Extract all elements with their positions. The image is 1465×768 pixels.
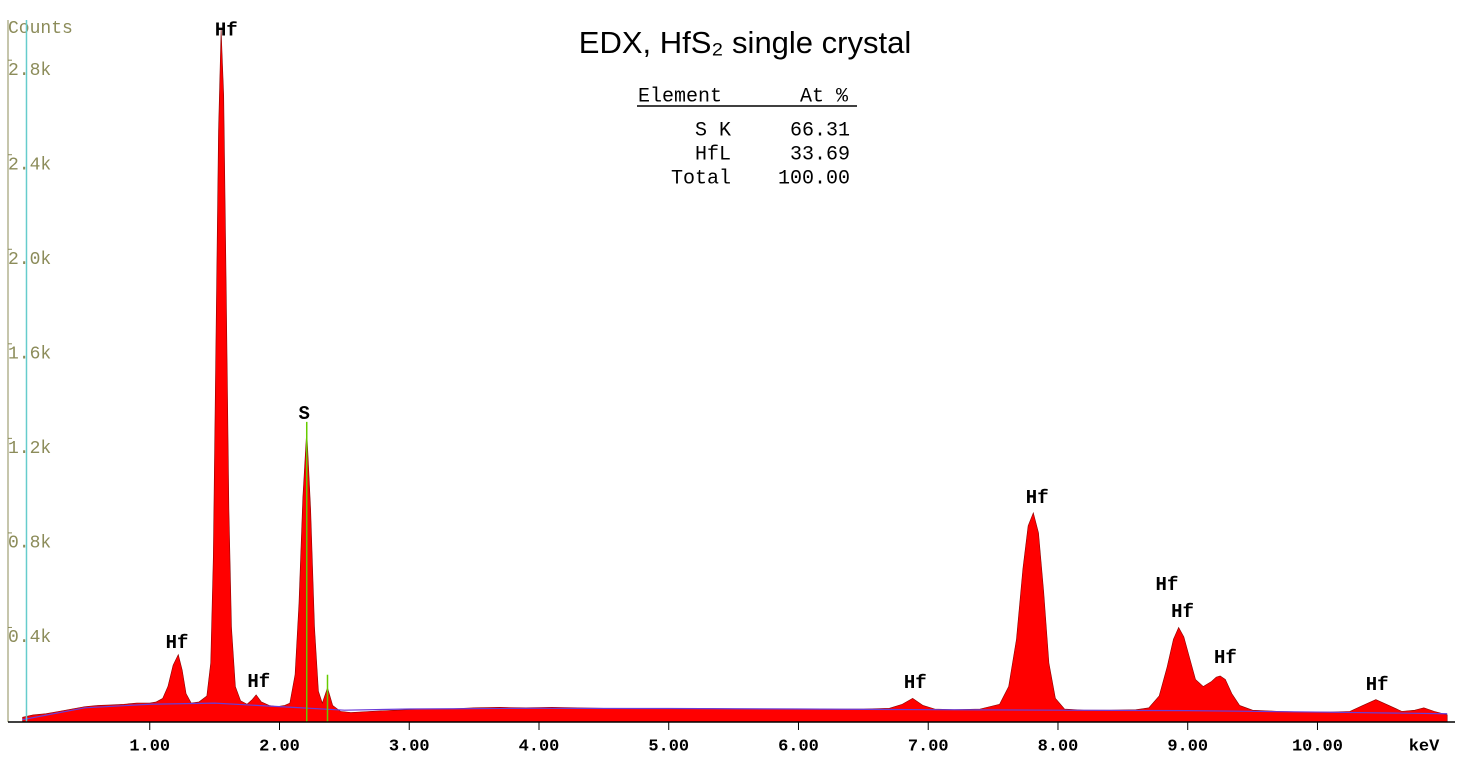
table-cell: 33.69 [790, 143, 850, 166]
y-axis-label: Counts [8, 19, 73, 39]
table-cell: 100.00 [778, 167, 850, 190]
peak-label: Hf [1156, 574, 1179, 596]
x-tick-label: 4.00 [519, 737, 560, 756]
spectrum-area [22, 29, 1448, 723]
background-line [22, 702, 1448, 721]
x-tick-label: 6.00 [778, 737, 819, 756]
peak-label: Hf [1366, 674, 1389, 696]
peak-label: Hf [166, 632, 189, 654]
peak-label: S [298, 403, 309, 425]
peak-label: Hf [247, 671, 270, 693]
y-tick-label: 0.4k [8, 628, 51, 648]
table-cell: HfL [695, 143, 731, 166]
chart-title: EDX, HfS₂ single crystal [579, 25, 911, 60]
y-tick-label: 1.2k [8, 439, 51, 459]
peak-label: Hf [1171, 601, 1194, 623]
table-cell: Total [671, 167, 731, 190]
x-tick-label: 8.00 [1038, 737, 1079, 756]
quant-table: Element At % S K 66.31 HfL 33.69 Total 1… [637, 85, 857, 190]
x-tick-label: 1.00 [129, 737, 170, 756]
table-cell: 66.31 [790, 119, 850, 142]
table-header: Element [638, 85, 722, 108]
peak-label: Hf [215, 20, 238, 42]
y-tick-label: 2.4k [8, 155, 51, 175]
x-tick-label: 3.00 [389, 737, 430, 756]
y-tick-label: 2.0k [8, 250, 51, 270]
peak-label: Hf [1214, 647, 1237, 669]
x-tick-label: 5.00 [648, 737, 689, 756]
x-tick-label: 2.00 [259, 737, 300, 756]
x-tick-label: 7.00 [908, 737, 949, 756]
peak-label: Hf [904, 672, 927, 694]
y-tick-label: 0.8k [8, 534, 51, 554]
x-tick-label: 9.00 [1167, 737, 1208, 756]
y-tick-label: 1.6k [8, 345, 51, 365]
table-header: At % [800, 85, 849, 108]
table-cell: S K [695, 119, 731, 142]
y-tick-label: 2.8k [8, 61, 51, 81]
peak-label: Hf [1026, 487, 1049, 509]
x-axis-label: keV [1409, 737, 1440, 756]
x-tick-label: 10.00 [1292, 737, 1343, 756]
